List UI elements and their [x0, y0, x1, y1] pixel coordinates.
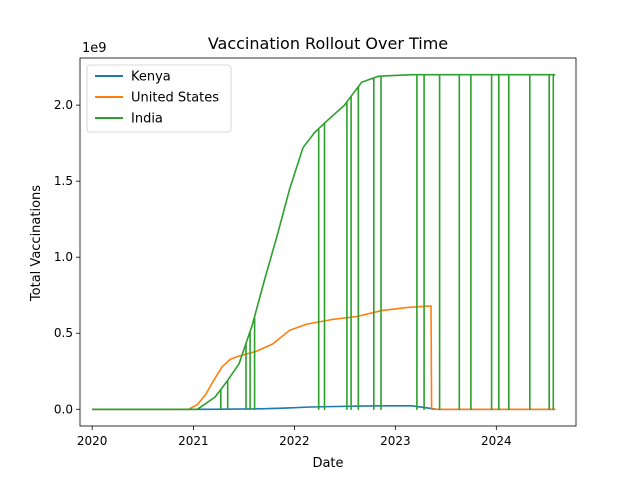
x-tick-label: 2021	[178, 434, 209, 448]
legend-label: Kenya	[131, 70, 171, 85]
plot-area	[92, 73, 556, 411]
x-tick-label: 2024	[481, 434, 512, 448]
y-axis-label: Total Vaccinations	[29, 185, 44, 302]
legend-label: United States	[131, 91, 219, 106]
series-line-india	[92, 73, 556, 411]
x-tick-label: 2023	[380, 434, 411, 448]
legend-label: India	[131, 112, 163, 127]
y-tick-label: 0.5	[54, 326, 73, 340]
y-tick-label: 2.0	[54, 98, 73, 112]
legend: Kenya United States India	[86, 64, 232, 133]
y-offset-label: 1e9	[82, 41, 107, 56]
y-tick-label: 1.5	[54, 174, 73, 188]
x-tick-label: 2020	[77, 434, 108, 448]
chart-title: Vaccination Rollout Over Time	[208, 34, 448, 53]
axes-frame	[79, 57, 577, 427]
x-tick-label: 2022	[279, 434, 310, 448]
x-axis-label: Date	[312, 456, 343, 471]
legend-box	[86, 64, 232, 133]
series-line-kenya	[92, 405, 556, 411]
series-line-united-states	[92, 305, 556, 411]
y-tick-label: 0.0	[54, 402, 73, 416]
axes: 2020 2021 2022 2023 2024 0.0 0.5 1.0 1.5 2.0	[54, 57, 577, 448]
y-tick-label: 1.0	[54, 250, 73, 264]
